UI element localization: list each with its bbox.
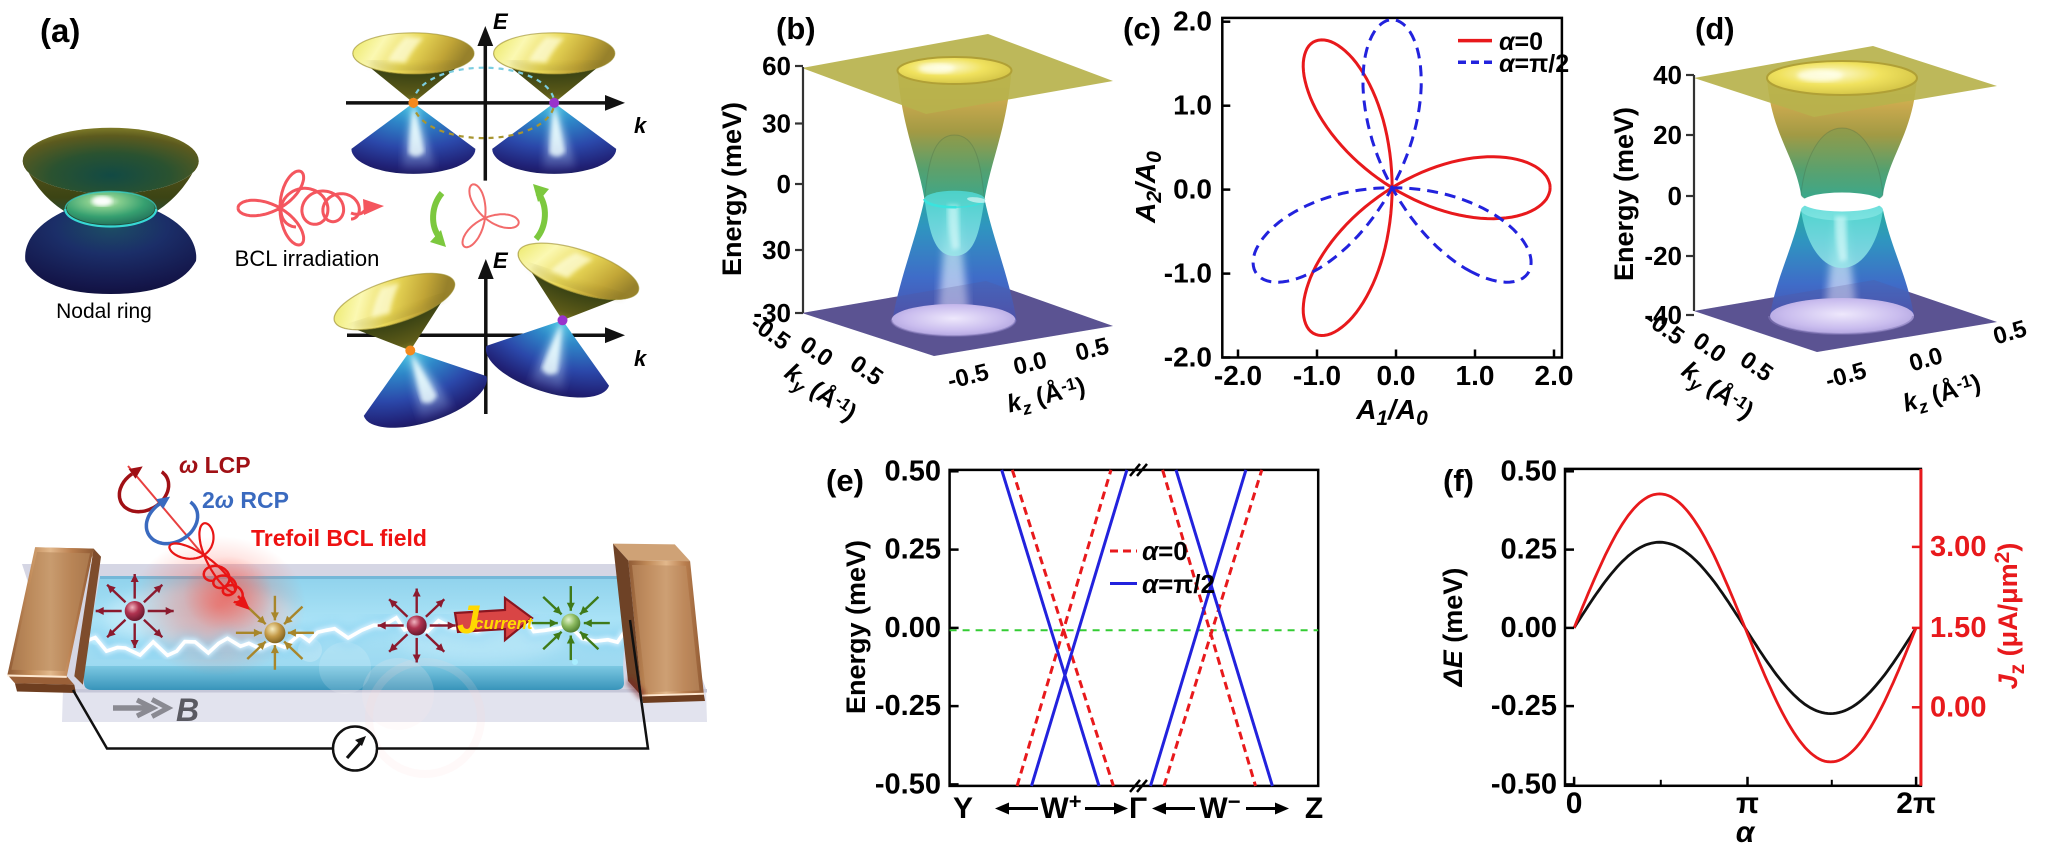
svg-text:Energy (meV): Energy (meV) [1609, 107, 1639, 281]
svg-text:B: B [176, 692, 199, 728]
svg-text:-0.5: -0.5 [945, 359, 992, 395]
svg-text:-0.5: -0.5 [1822, 357, 1869, 394]
svg-text:A2/A0: A2/A0 [1130, 151, 1166, 224]
svg-text:0.00: 0.00 [1930, 691, 1986, 723]
svg-text:J: J [457, 598, 480, 642]
svg-text:0.25: 0.25 [1501, 534, 1557, 566]
svg-text:-0.25: -0.25 [875, 690, 941, 722]
svg-text:0.50: 0.50 [885, 455, 941, 487]
svg-text:0: 0 [1668, 181, 1682, 211]
svg-text:0.0: 0.0 [1906, 342, 1946, 377]
svg-text:ω LCP: ω LCP [179, 452, 251, 478]
svg-text:2ω RCP: 2ω RCP [202, 487, 289, 513]
svg-text:-1.0: -1.0 [1164, 258, 1212, 289]
svg-text:1.50: 1.50 [1930, 612, 1986, 644]
svg-text:W−: W− [1199, 789, 1240, 825]
svg-text:-1.0: -1.0 [1293, 360, 1341, 391]
svg-text:-30: -30 [753, 298, 791, 328]
svg-text:2π: 2π [1896, 787, 1936, 820]
svg-text:k: k [634, 113, 648, 138]
svg-text:0.5: 0.5 [1735, 346, 1778, 387]
svg-text:BCL irradiation: BCL irradiation [235, 246, 380, 271]
svg-text:α=0: α=0 [1499, 28, 1543, 56]
svg-text:1.0: 1.0 [1173, 90, 1212, 121]
svg-text:(c): (c) [1123, 11, 1161, 46]
svg-text:0.00: 0.00 [885, 612, 941, 644]
svg-text:k: k [634, 346, 648, 371]
svg-text:Energy (meV): Energy (meV) [841, 540, 871, 714]
svg-text:40: 40 [1653, 60, 1682, 90]
svg-text:Jz (μA/μm2): Jz (μA/μm2) [1991, 543, 2029, 690]
svg-text:0.0: 0.0 [1011, 347, 1050, 381]
svg-text:0.0: 0.0 [1377, 360, 1416, 391]
svg-text:Γ: Γ [1129, 792, 1147, 825]
svg-text:Energy (meV): Energy (meV) [717, 102, 747, 276]
svg-text:60: 60 [762, 51, 791, 81]
svg-text:α: α [1736, 816, 1756, 849]
svg-text:1.0: 1.0 [1456, 360, 1495, 391]
svg-text:(d): (d) [1695, 11, 1735, 46]
svg-text:α=0: α=0 [1142, 536, 1188, 566]
svg-text:2.0: 2.0 [1173, 6, 1212, 37]
svg-text:current: current [474, 614, 534, 633]
svg-text:W+: W+ [1040, 789, 1081, 825]
svg-text:-0.50: -0.50 [875, 768, 941, 800]
svg-text:30: 30 [762, 235, 791, 265]
svg-text:(b): (b) [776, 11, 816, 46]
svg-text:E: E [493, 248, 509, 273]
svg-text:0.00: 0.00 [1501, 612, 1557, 644]
svg-text:Nodal ring: Nodal ring [56, 300, 152, 323]
svg-text:-40: -40 [1644, 300, 1682, 330]
svg-text:0.50: 0.50 [1501, 455, 1557, 487]
svg-text:30: 30 [762, 109, 791, 139]
svg-text:0.5: 0.5 [1990, 315, 2030, 350]
svg-text:0.5: 0.5 [845, 350, 888, 391]
svg-text:0: 0 [1566, 787, 1583, 820]
svg-text:Z: Z [1305, 792, 1323, 825]
svg-text:0.5: 0.5 [1073, 333, 1112, 367]
svg-text:0: 0 [777, 169, 791, 199]
svg-text:(e): (e) [826, 463, 864, 498]
svg-text:α=π/2: α=π/2 [1142, 569, 1215, 599]
svg-text:A1/A0: A1/A0 [1355, 394, 1428, 430]
svg-text:2.0: 2.0 [1535, 360, 1574, 391]
svg-text:3.00: 3.00 [1930, 531, 1986, 563]
svg-text:-0.25: -0.25 [1491, 690, 1557, 722]
svg-text:(f): (f) [1443, 463, 1474, 498]
svg-text:π: π [1736, 787, 1759, 820]
svg-text:-0.50: -0.50 [1491, 768, 1557, 800]
svg-text:0.25: 0.25 [885, 534, 941, 566]
svg-text:(a): (a) [40, 12, 80, 49]
svg-text:Y: Y [953, 792, 973, 825]
svg-text:0.0: 0.0 [1173, 174, 1212, 205]
svg-text:-20: -20 [1644, 241, 1682, 271]
svg-text:20: 20 [1653, 120, 1682, 150]
svg-text:ΔE (meV): ΔE (meV) [1438, 568, 1468, 688]
svg-text:α=π/2: α=π/2 [1499, 50, 1569, 78]
svg-text:-2.0: -2.0 [1164, 342, 1212, 373]
svg-text:E: E [493, 9, 509, 34]
svg-text:-2.0: -2.0 [1214, 360, 1262, 391]
svg-text:Trefoil BCL field: Trefoil BCL field [251, 525, 427, 551]
